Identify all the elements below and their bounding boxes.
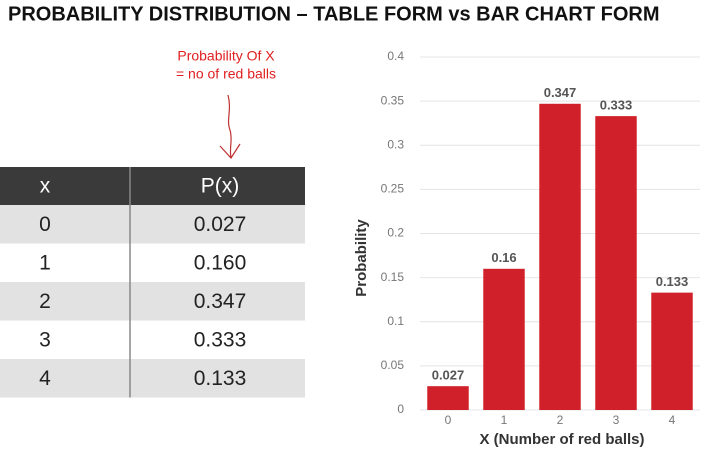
chart: 0 0.05 0.1 0.15 0.2 0.25 0.3 0.35 0.4 Probability…	[353, 49, 700, 448]
y-tick-label: 0.35	[381, 93, 405, 107]
table-cell: 0.133	[194, 367, 247, 390]
y-tick-label: 0	[397, 402, 404, 416]
y-tick-label: 0.4	[387, 49, 404, 63]
table-cell: 0	[39, 213, 51, 236]
data-label: 0.027	[432, 368, 465, 383]
bar	[595, 116, 637, 410]
table-cell: 0.027	[194, 213, 247, 236]
x-tick-label: 2	[557, 413, 564, 427]
data-label: 0.333	[600, 98, 633, 113]
header-cell: P(x)	[201, 175, 240, 198]
table-cell: 0.333	[194, 328, 247, 351]
table-cell: 0.160	[194, 251, 247, 274]
y-tick-label: 0.05	[381, 358, 405, 372]
y-tick-label: 0.25	[381, 182, 405, 196]
bar	[427, 386, 469, 410]
bar	[483, 268, 525, 410]
bar	[651, 292, 693, 410]
table-cell: 0.347	[194, 290, 247, 313]
arrow	[219, 94, 241, 159]
x-tick-label: 3	[613, 413, 620, 427]
table-header	[0, 167, 305, 205]
y-tick-label: 0.1	[387, 314, 404, 328]
x-tick-label: 4	[669, 413, 676, 427]
y-tick-label: 0.15	[381, 270, 405, 284]
annotation: Probability Of X	[177, 48, 275, 64]
y-axis-label: Probability	[353, 219, 370, 297]
table: x P(x) 0 0.027 1 0.160 2 0.347 3 0.333 4 0.133	[0, 167, 305, 398]
table-cell: 1	[39, 251, 51, 274]
y-tick-label: 0.3	[387, 137, 404, 151]
data-label: 0.16	[491, 250, 516, 265]
page-title: PROBABILITY DISTRIBUTION – TABLE FORM vs…	[8, 3, 659, 25]
row-band	[0, 205, 305, 244]
table-cell: 3	[39, 328, 51, 351]
x-tick-label: 1	[501, 413, 508, 427]
table-cell: 4	[39, 367, 51, 390]
x-axis-label: X (Number of red balls)	[479, 431, 644, 448]
bar	[539, 103, 581, 411]
annotation: = no of red balls	[176, 66, 276, 82]
row-band	[0, 282, 305, 321]
row-band	[0, 359, 305, 398]
x-tick-label: 0	[445, 413, 452, 427]
data-label: 0.133	[656, 274, 689, 289]
y-tick-label: 0.2	[387, 226, 404, 240]
table-cell: 2	[39, 290, 51, 313]
header-cell: x	[40, 175, 51, 198]
data-label: 0.347	[544, 85, 577, 100]
